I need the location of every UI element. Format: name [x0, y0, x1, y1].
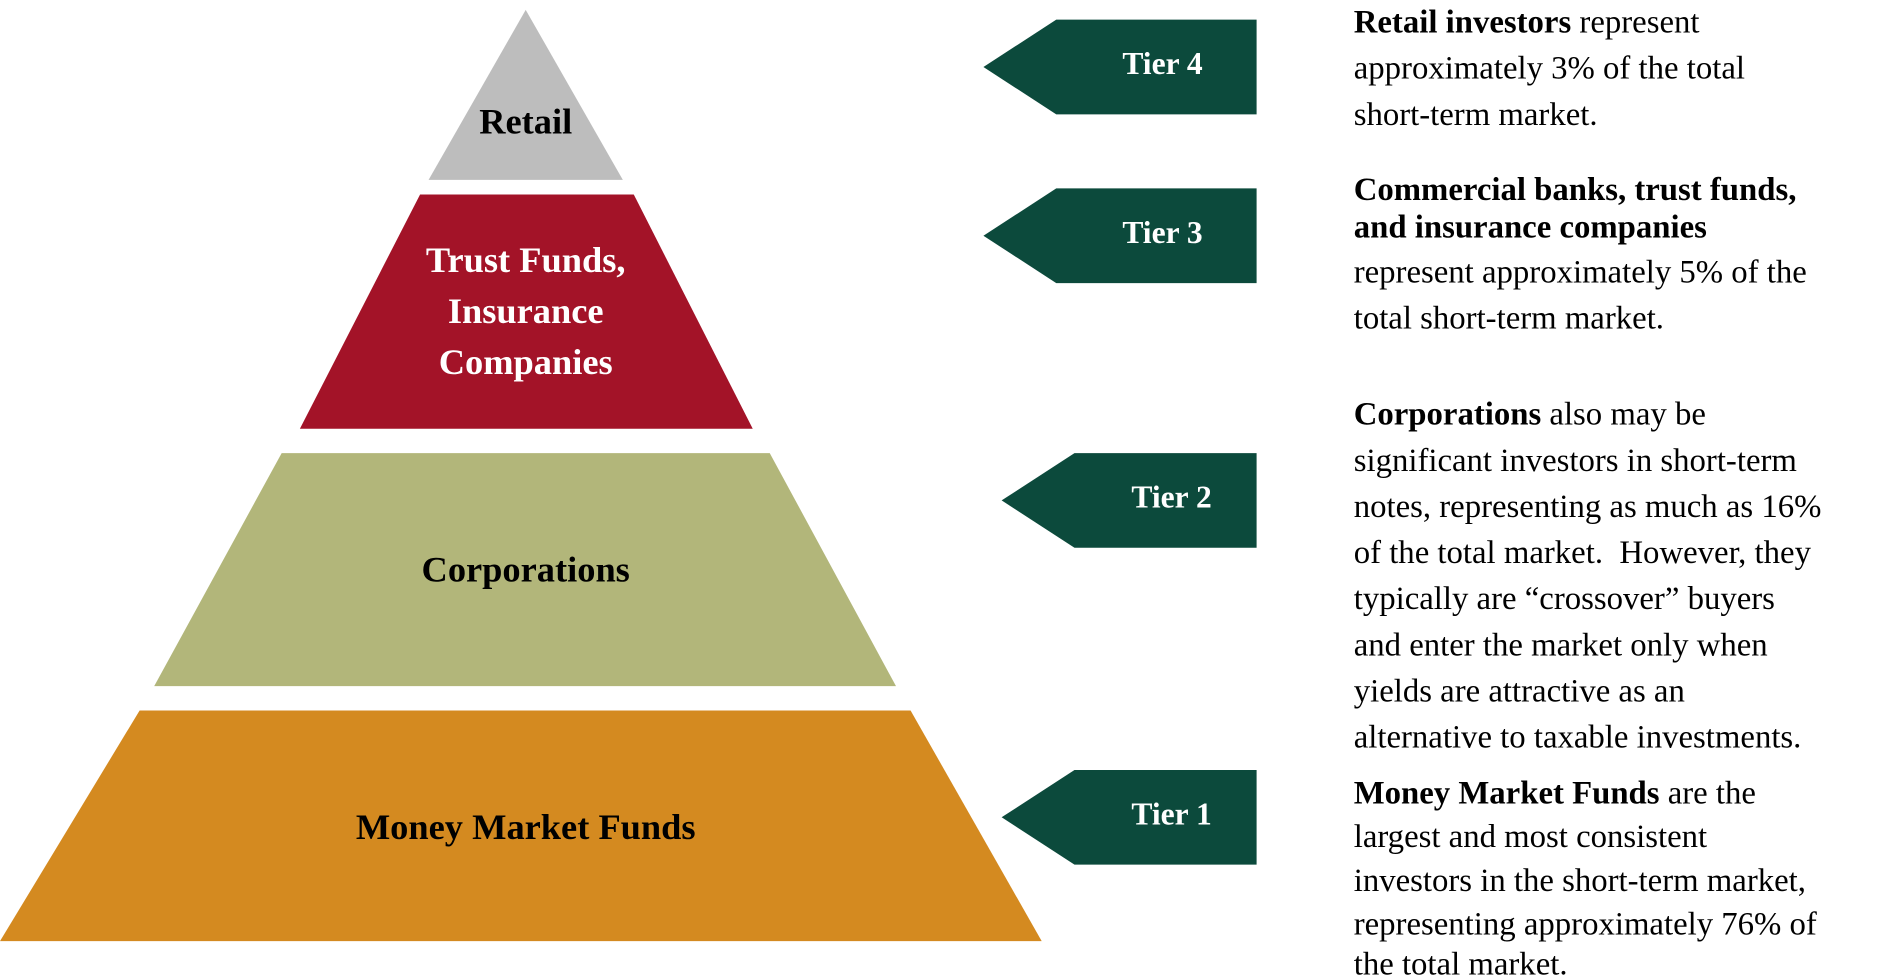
description-line: investors in the short-term market,	[1354, 862, 1806, 898]
description-text: investors in the short-term market,	[1354, 862, 1806, 898]
description-line: approximately 3% of the total	[1354, 50, 1745, 86]
description-line: typically are “crossover” buyers	[1354, 581, 1775, 617]
description-text: and insurance companies	[1354, 209, 1707, 245]
description-text: the total market.	[1354, 946, 1568, 979]
description-text: significant investors in short-term	[1354, 442, 1797, 478]
description-text: largest and most consistent	[1354, 819, 1707, 855]
description-text: of the total market. However, they	[1354, 535, 1812, 571]
level-label: Money Market Funds	[356, 807, 696, 847]
tier-arrow	[983, 19, 1257, 115]
description-text: represent approximately 5% of the	[1354, 254, 1807, 290]
description-line: of the total market. However, they	[1354, 535, 1812, 571]
tier-arrow	[983, 188, 1257, 284]
description-line: Corporations also may be	[1354, 396, 1706, 432]
tier-label: Tier 4	[1122, 46, 1203, 81]
pyramid-level	[428, 9, 623, 180]
description-line: representing approximately 76% of	[1354, 906, 1817, 942]
pyramid-level	[299, 194, 753, 429]
level-label: Trust Funds,	[426, 240, 626, 280]
description-line: notes, representing as much as 16%	[1354, 488, 1822, 524]
description-text: Corporations	[1354, 396, 1542, 432]
description-text: short-term market.	[1354, 96, 1598, 132]
description-line: alternative to taxable investments.	[1354, 719, 1802, 755]
description-line: Commercial banks, trust funds,	[1354, 172, 1797, 208]
description-text: total short-term market.	[1354, 300, 1664, 336]
description-text: also may be	[1541, 396, 1706, 432]
description-text: are the	[1660, 775, 1756, 811]
description-text: representing approximately 76% of	[1354, 906, 1817, 942]
description-line: and enter the market only when	[1354, 627, 1768, 663]
description-text: yields are attractive as an	[1354, 673, 1685, 709]
description-text: typically are “crossover” buyers	[1354, 581, 1775, 617]
description-line: total short-term market.	[1354, 300, 1664, 336]
description-line: Retail investors represent	[1354, 4, 1700, 40]
tier-arrow	[1001, 769, 1257, 865]
description-text: alternative to taxable investments.	[1354, 719, 1802, 755]
description-line: represent approximately 5% of the	[1354, 254, 1807, 290]
tier-label: Tier 2	[1131, 480, 1211, 515]
level-label: Companies	[439, 342, 613, 382]
description-text: notes, representing as much as 16%	[1354, 488, 1822, 524]
description-line: yields are attractive as an	[1354, 673, 1685, 709]
description-line: and insurance companies	[1354, 209, 1707, 245]
description-text: Commercial banks, trust funds,	[1354, 172, 1797, 208]
description-line: largest and most consistent	[1354, 819, 1707, 855]
description-line: the total market.	[1354, 946, 1568, 979]
pyramid-level	[154, 453, 897, 687]
tier-arrow	[1001, 453, 1257, 548]
level-label: Corporations	[422, 550, 630, 590]
level-label: Retail	[479, 102, 572, 142]
description-text: Retail investors	[1354, 4, 1572, 40]
level-label: Insurance	[448, 291, 604, 331]
tier-label: Tier 3	[1122, 215, 1202, 250]
description-text: and enter the market only when	[1354, 627, 1768, 663]
description-text: approximately 3% of the total	[1354, 50, 1745, 86]
description-text: Money Market Funds	[1354, 775, 1660, 811]
tier-label: Tier 1	[1131, 797, 1211, 832]
pyramid-level	[0, 710, 1042, 942]
description-line: significant investors in short-term	[1354, 442, 1797, 478]
description-line: short-term market.	[1354, 96, 1598, 132]
description-text: represent	[1571, 4, 1699, 40]
description-line: Money Market Funds are the	[1354, 775, 1756, 811]
